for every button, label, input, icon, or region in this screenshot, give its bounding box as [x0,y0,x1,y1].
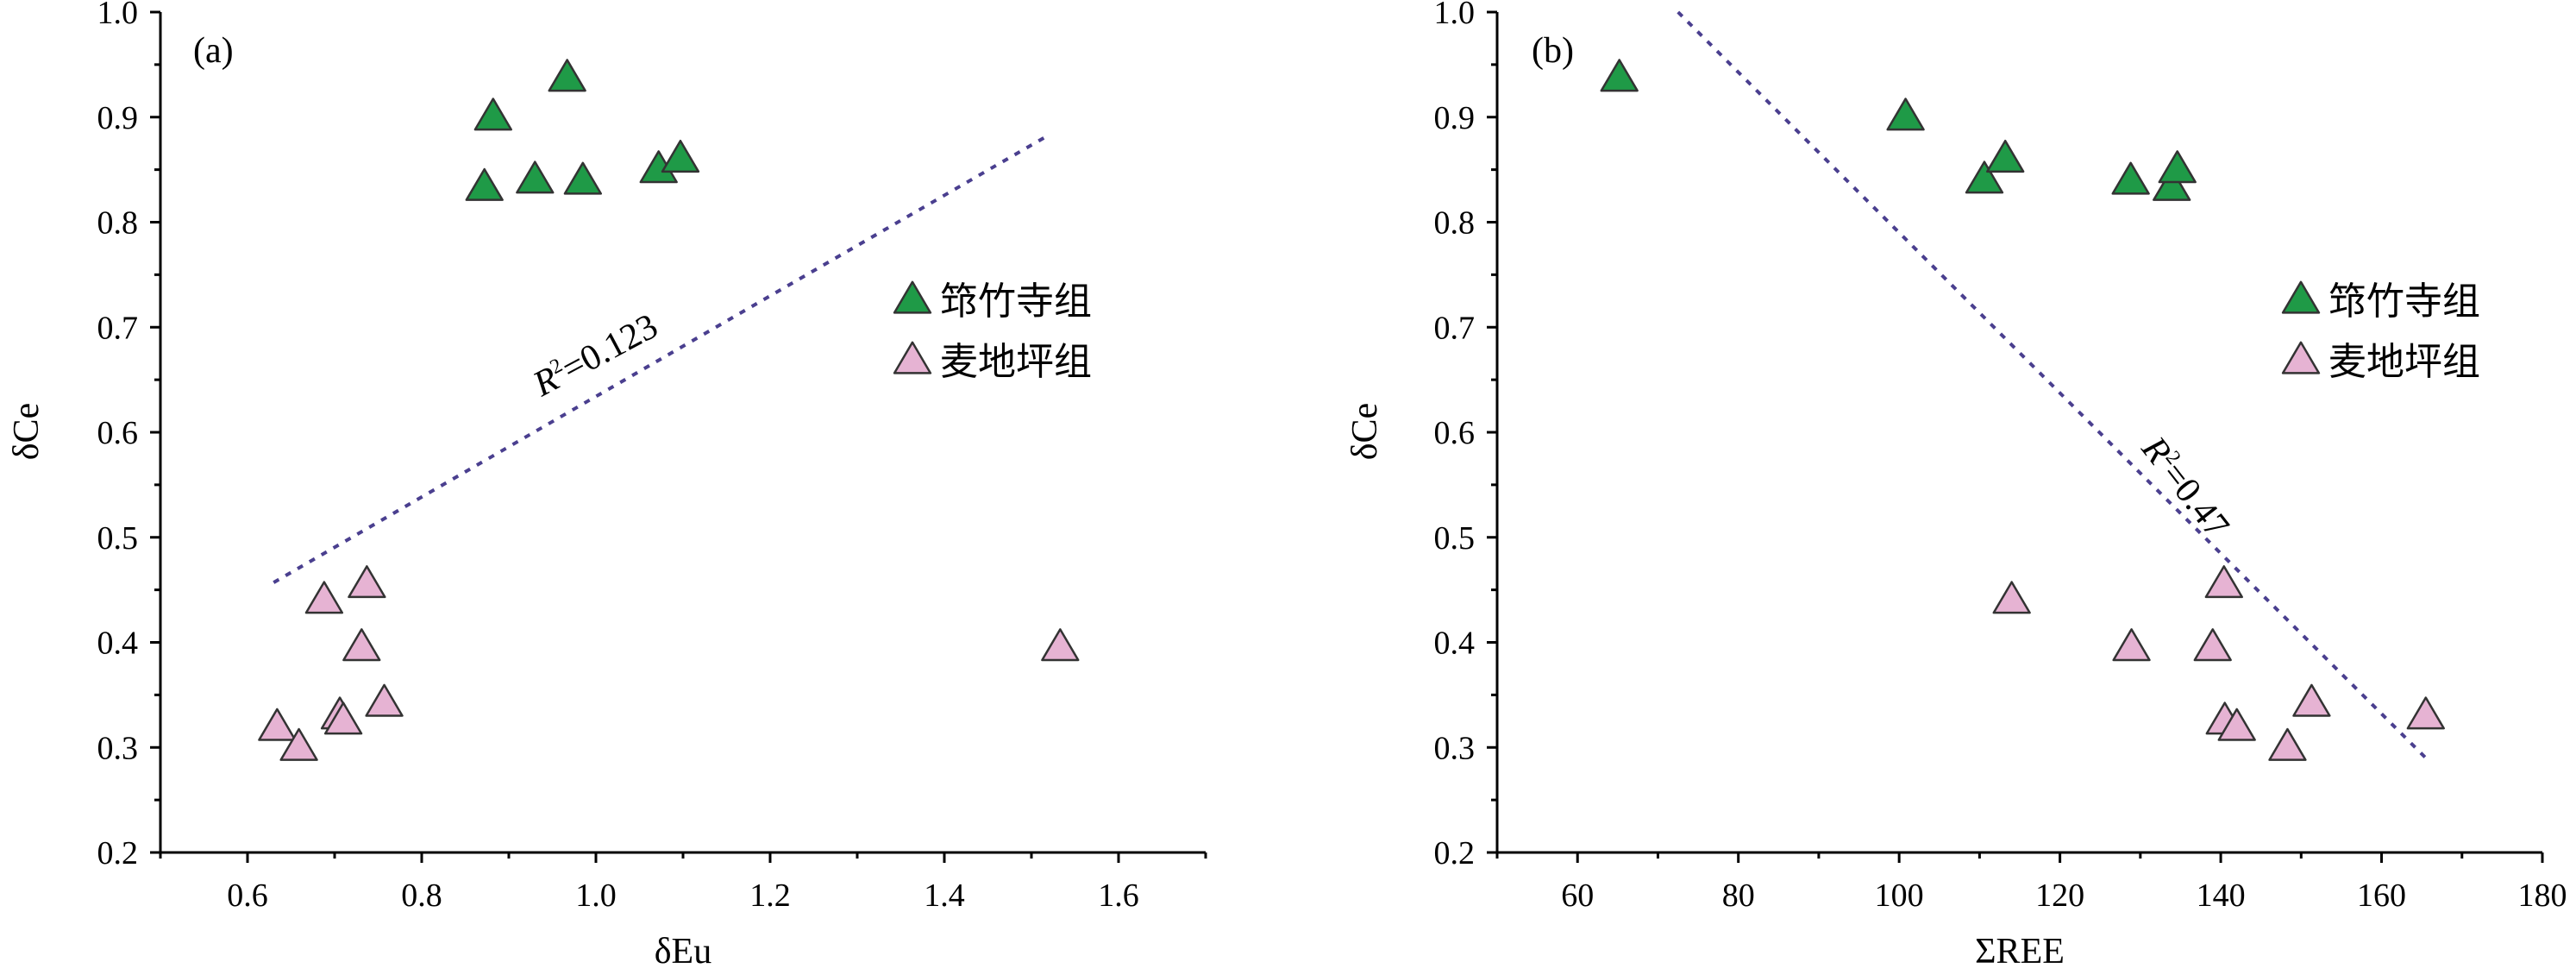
x-tick-label: 80 [1722,878,1755,914]
x-tick-label: 1.0 [575,878,617,914]
legend-label: 麦地坪组 [2328,340,2480,384]
y-tick-label: 0.2 [97,835,139,871]
y-tick-label: 0.9 [97,100,139,136]
y-tick-label: 0.6 [97,415,139,451]
legend-marker [2281,280,2321,314]
data-point-zhuzhusi [661,139,700,173]
data-point-maidiping [2217,708,2256,741]
data-point-maidiping [279,727,318,761]
y-axis-title: δCe [7,403,47,460]
regression-line [273,133,1050,584]
y-tick-label: 0.5 [97,520,139,557]
data-point-maidiping [304,581,344,614]
data-point-zhuzhusi [1886,98,1925,131]
x-axis-title: ΣREE [1975,932,2065,972]
legend-marker [2281,341,2321,374]
y-tick-label: 0.7 [97,310,139,346]
data-point-maidiping [1992,581,2031,614]
data-point-maidiping [1041,628,1080,662]
data-point-zhuzhusi [516,160,555,194]
data-point-zhuzhusi [2111,161,2150,195]
data-point-maidiping [2268,727,2307,761]
r2-label: R2=0.123 [526,306,664,405]
y-tick-label: 0.4 [1434,626,1476,662]
data-point-zhuzhusi [2153,167,2191,201]
x-tick-label: 0.6 [227,878,268,914]
legend-marker [893,280,932,314]
data-point-maidiping [348,565,386,599]
data-point-zhuzhusi [1600,59,1639,92]
data-point-maidiping [2204,565,2243,599]
data-point-maidiping [365,683,404,717]
x-tick-label: 120 [2035,878,2084,914]
chart-panel-b: 0.2 0.3 0.4 0.5 0.6 0.7 0.8 0.9 1.0 60 80 100 120 140… [1345,0,2567,972]
data-point-zhuzhusi [563,161,602,195]
y-tick-label: 0.9 [1434,100,1476,136]
legend-marker [893,341,932,374]
x-axis-title: δEu [655,932,711,972]
y-tick-label: 0.3 [97,730,139,766]
x-tick-label: 1.4 [924,878,965,914]
panel-label: (a) [193,31,234,71]
x-tick-label: 180 [2518,878,2567,914]
data-point-zhuzhusi [548,59,586,92]
data-point-maidiping [323,701,363,735]
x-tick-label: 1.2 [749,878,791,914]
y-tick-label: 0.6 [1434,415,1476,451]
y-tick-label: 1.0 [1434,0,1476,31]
r2-label: R2=0.47 [2134,429,2237,545]
x-tick-label: 60 [1561,878,1594,914]
x-tick-label: 140 [2197,878,2246,914]
data-point-maidiping [2406,696,2445,730]
y-tick-label: 0.3 [1434,730,1476,766]
data-point-maidiping [2292,683,2331,717]
y-tick-label: 0.8 [1434,205,1476,242]
panel-label: (b) [1532,31,1574,71]
data-point-maidiping [2112,628,2151,662]
data-point-maidiping [258,708,297,741]
data-point-zhuzhusi [1986,139,2025,173]
data-point-zhuzhusi [2158,150,2197,184]
legend-label: 筇竹寺组 [2328,280,2480,324]
chart-panel-a: 0.2 0.3 0.4 0.5 0.6 0.7 0.8 0.9 1.0 0.6 0.8 1.0 1.2 1… [7,0,1207,972]
legend-label: 麦地坪组 [940,340,1092,384]
x-tick-label: 100 [1875,878,1924,914]
data-point-zhuzhusi [465,167,504,201]
y-axis-title: δCe [1345,403,1385,460]
data-point-maidiping [342,628,381,662]
x-tick-label: 160 [2357,878,2406,914]
y-tick-label: 0.2 [1434,835,1476,871]
y-tick-label: 0.5 [1434,520,1476,557]
x-tick-label: 0.8 [401,878,442,914]
x-tick-label: 1.6 [1098,878,1139,914]
y-tick-label: 1.0 [97,0,139,31]
data-point-maidiping [2193,628,2232,662]
data-point-zhuzhusi [473,98,512,131]
y-tick-label: 0.7 [1434,310,1476,346]
y-tick-label: 0.4 [97,626,139,662]
y-tick-label: 0.8 [97,205,139,242]
legend-label: 筇竹寺组 [940,280,1092,324]
data-point-zhuzhusi [1965,160,2004,194]
regression-line [1677,10,2428,759]
